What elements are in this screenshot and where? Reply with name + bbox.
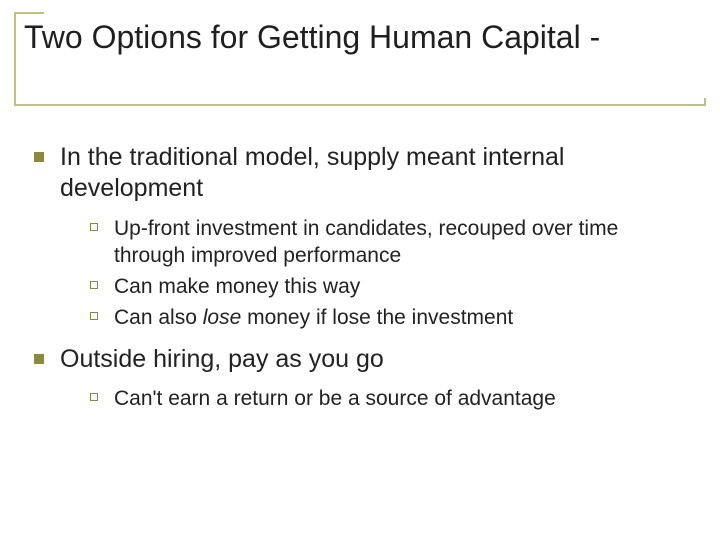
sub-list: Can't earn a return or be a source of ad…: [90, 385, 690, 412]
title-region: Two Options for Getting Human Capital -: [14, 12, 706, 72]
list-item: Outside hiring, pay as you go: [34, 344, 690, 375]
list-item: In the traditional model, supply meant i…: [34, 142, 690, 205]
slide-body: In the traditional model, supply meant i…: [34, 130, 690, 416]
list-item-text: In the traditional model, supply meant i…: [60, 142, 690, 205]
slide: Two Options for Getting Human Capital - …: [0, 0, 720, 540]
sub-text-em: lose: [203, 306, 242, 329]
sub-text-post: money if lose the investment: [241, 306, 513, 329]
title-border-bottom: [14, 104, 706, 106]
sub-list-item-text: Can also lose money if lose the investme…: [114, 304, 513, 331]
list-item-text: Outside hiring, pay as you go: [60, 344, 384, 375]
title-border-right-tick: [704, 98, 706, 106]
hollow-square-bullet-icon: [90, 281, 98, 289]
sub-list-item-text: Can make money this way: [114, 273, 360, 300]
hollow-square-bullet-icon: [90, 393, 98, 401]
hollow-square-bullet-icon: [90, 223, 98, 231]
sub-list-item: Can't earn a return or be a source of ad…: [90, 385, 690, 412]
slide-title: Two Options for Getting Human Capital -: [24, 18, 696, 56]
sub-text-pre: Can also: [114, 306, 203, 329]
sub-list-item-text: Up-front investment in candidates, recou…: [114, 215, 690, 270]
sub-list-item: Up-front investment in candidates, recou…: [90, 215, 690, 270]
sub-list-item: Can also lose money if lose the investme…: [90, 304, 690, 331]
hollow-square-bullet-icon: [90, 312, 98, 320]
square-bullet-icon: [34, 152, 44, 162]
sub-list-item-text: Can't earn a return or be a source of ad…: [114, 385, 556, 412]
sub-list: Up-front investment in candidates, recou…: [90, 215, 690, 332]
sub-list-item: Can make money this way: [90, 273, 690, 300]
square-bullet-icon: [34, 354, 44, 364]
